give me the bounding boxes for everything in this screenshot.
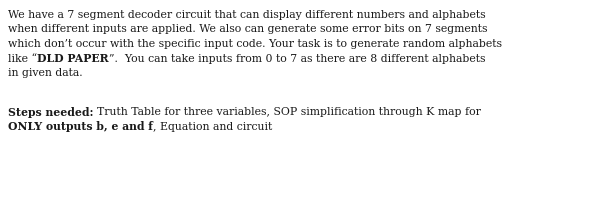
Text: in given data.: in given data. bbox=[8, 68, 82, 78]
Text: when different inputs are applied. We also can generate some error bits on 7 seg: when different inputs are applied. We al… bbox=[8, 24, 487, 34]
Text: ”.  You can take inputs from 0 to 7 as there are 8 different alphabets: ”. You can take inputs from 0 to 7 as th… bbox=[109, 53, 485, 63]
Text: DLD PAPER: DLD PAPER bbox=[37, 53, 109, 65]
Text: We have a 7 segment decoder circuit that can display different numbers and alpha: We have a 7 segment decoder circuit that… bbox=[8, 10, 486, 20]
Text: Truth Table for three variables, SOP simplification through K map for: Truth Table for three variables, SOP sim… bbox=[97, 107, 481, 117]
Text: like “: like “ bbox=[8, 53, 37, 63]
Text: , Equation and circuit: , Equation and circuit bbox=[153, 121, 272, 131]
Text: Steps needed:: Steps needed: bbox=[8, 107, 97, 118]
Text: which don’t occur with the specific input code. Your task is to generate random : which don’t occur with the specific inpu… bbox=[8, 39, 502, 49]
Text: ONLY outputs b, e and f: ONLY outputs b, e and f bbox=[8, 121, 153, 133]
